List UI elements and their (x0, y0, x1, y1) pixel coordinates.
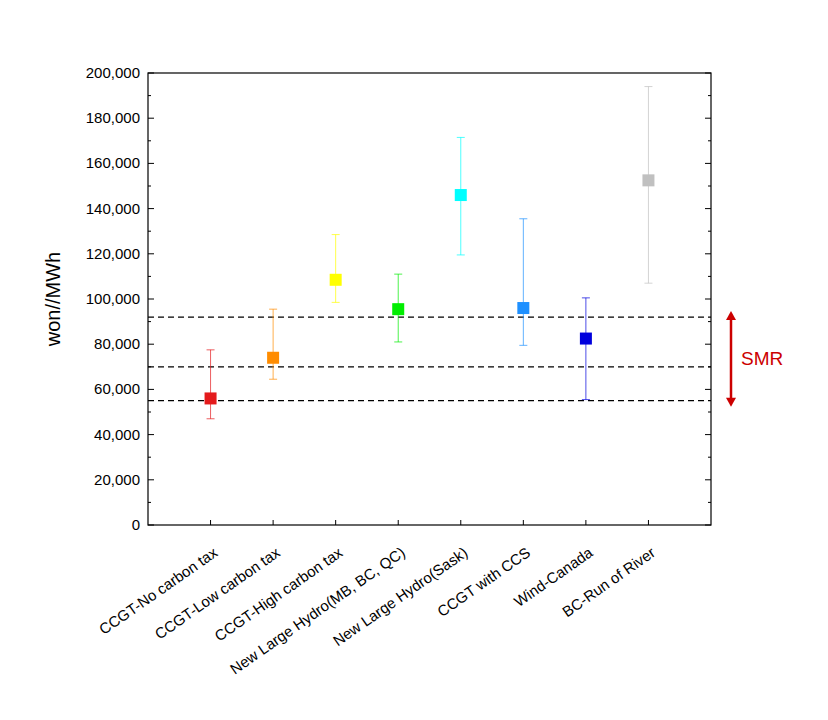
reference-line (148, 316, 711, 317)
error-bar-cap (644, 283, 652, 284)
y-tick-label: 160,000 (86, 154, 140, 171)
y-tick (148, 299, 154, 300)
y-tick-right (705, 163, 711, 164)
y-axis-label: won//MWh (42, 252, 64, 347)
y-tick-label: 180,000 (86, 109, 140, 126)
chart: 0 20,000 40,000 60,000 80,000 100,000 120,000 1… (0, 0, 828, 720)
marker (330, 274, 342, 286)
marker (267, 352, 279, 364)
annotation-arrowhead (726, 398, 736, 407)
error-bar-stem (210, 350, 211, 419)
error-bar-stem (523, 219, 524, 346)
y-tick (148, 389, 154, 390)
y-tick (148, 344, 154, 345)
y-tick-right (705, 389, 711, 390)
annotation-arrow (730, 315, 733, 403)
x-tick-label: BC-Run of River (559, 544, 658, 621)
y-tick-label: 0 (132, 516, 140, 533)
error-bar-cap (269, 379, 277, 380)
plot-frame (148, 73, 711, 525)
y-tick (148, 253, 154, 254)
y-tick-label: 120,000 (86, 245, 140, 262)
y-tick-label: 200,000 (86, 64, 140, 81)
y-tick-right (705, 253, 711, 254)
error-bar-cap (582, 297, 590, 298)
y-tick-right (705, 208, 711, 209)
y-tick-right (705, 434, 711, 435)
y-tick (148, 163, 154, 164)
error-bar (269, 309, 277, 379)
y-tick-right (705, 118, 711, 119)
y-tick (148, 434, 154, 435)
x-tick (648, 520, 649, 525)
error-bar-cap (457, 137, 465, 138)
marker (455, 189, 467, 201)
error-bar-cap (519, 345, 527, 346)
y-tick (148, 208, 154, 209)
marker (392, 303, 404, 315)
error-bar-stem (273, 309, 274, 379)
marker (580, 333, 592, 345)
error-bar-cap (269, 309, 277, 310)
x-tick (585, 520, 586, 525)
error-bar (519, 219, 527, 346)
x-tick (210, 520, 211, 525)
error-bar (207, 350, 215, 419)
y-tick-label: 40,000 (94, 426, 140, 443)
y-tick-label: 140,000 (86, 200, 140, 217)
annotation-arrowhead (726, 311, 736, 320)
marker (517, 302, 529, 314)
marker (205, 392, 217, 404)
error-bar (332, 235, 340, 303)
y-tick-right (705, 479, 711, 480)
error-bar-cap (207, 418, 215, 419)
y-tick-label: 60,000 (94, 380, 140, 397)
error-bar-cap (644, 86, 652, 87)
error-bar-cap (332, 302, 340, 303)
y-tick-right (705, 299, 711, 300)
reference-line (148, 400, 711, 401)
y-tick-label: 20,000 (94, 471, 140, 488)
x-tick (398, 520, 399, 525)
x-tick (460, 520, 461, 525)
y-tick (148, 479, 154, 480)
error-bar (582, 298, 590, 400)
y-tick-right (705, 344, 711, 345)
plot-marks (148, 87, 711, 419)
y-tick (148, 118, 154, 119)
annotation-text: SMR (741, 348, 783, 369)
error-bar-cap (207, 349, 215, 350)
x-tick (523, 520, 524, 525)
x-tick (335, 520, 336, 525)
error-bar-cap (457, 254, 465, 255)
reference-line (148, 366, 711, 367)
y-tick-label: 80,000 (94, 335, 140, 352)
error-bar-cap (394, 341, 402, 342)
error-bar-cap (582, 399, 590, 400)
error-bar-stem (335, 235, 336, 303)
x-tick (273, 520, 274, 525)
error-bar-cap (519, 218, 527, 219)
y-tick-label: 100,000 (86, 290, 140, 307)
error-bar-stem (585, 298, 586, 400)
error-bar-cap (332, 234, 340, 235)
error-bar-cap (394, 274, 402, 275)
marker (642, 174, 654, 186)
